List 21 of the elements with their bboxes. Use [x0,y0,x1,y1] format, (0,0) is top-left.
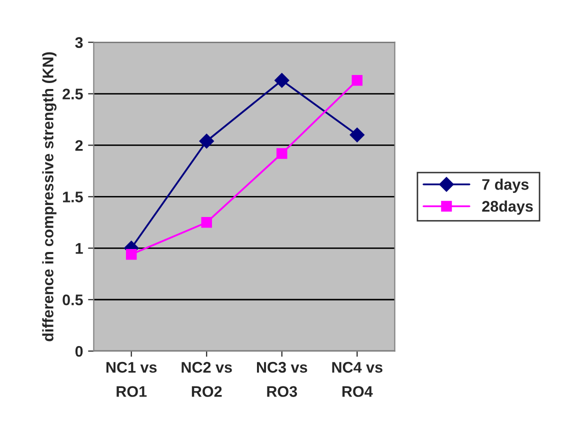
point [352,75,363,86]
y-tick-label: 0.5 [62,294,83,306]
point [199,134,214,149]
y-tick-label: 1.5 [63,192,83,202]
y-tick-label: 1 [76,243,83,254]
legend-label: 28days [482,200,533,215]
y-tick-label: 2 [75,140,83,151]
point [201,217,212,228]
x-tick-label: NC4 vs RO4 [332,362,382,397]
point [350,128,365,142]
point [126,248,137,260]
y-axis-title: difference in compressive strength (KN) [42,52,57,342]
y-tick-label: 3 [75,37,83,48]
x-tick-label: NC1 vs RO1 [106,362,157,397]
y-tick-label: 2.5 [62,88,83,100]
x-tick-label: NC2 vs RO2 [182,362,232,397]
point [274,72,290,88]
y-tick-label: 0 [75,346,83,357]
point [276,148,288,159]
legend-label: 7 days [482,178,529,193]
x-tick-label: NC3 vs RO3 [256,362,308,397]
